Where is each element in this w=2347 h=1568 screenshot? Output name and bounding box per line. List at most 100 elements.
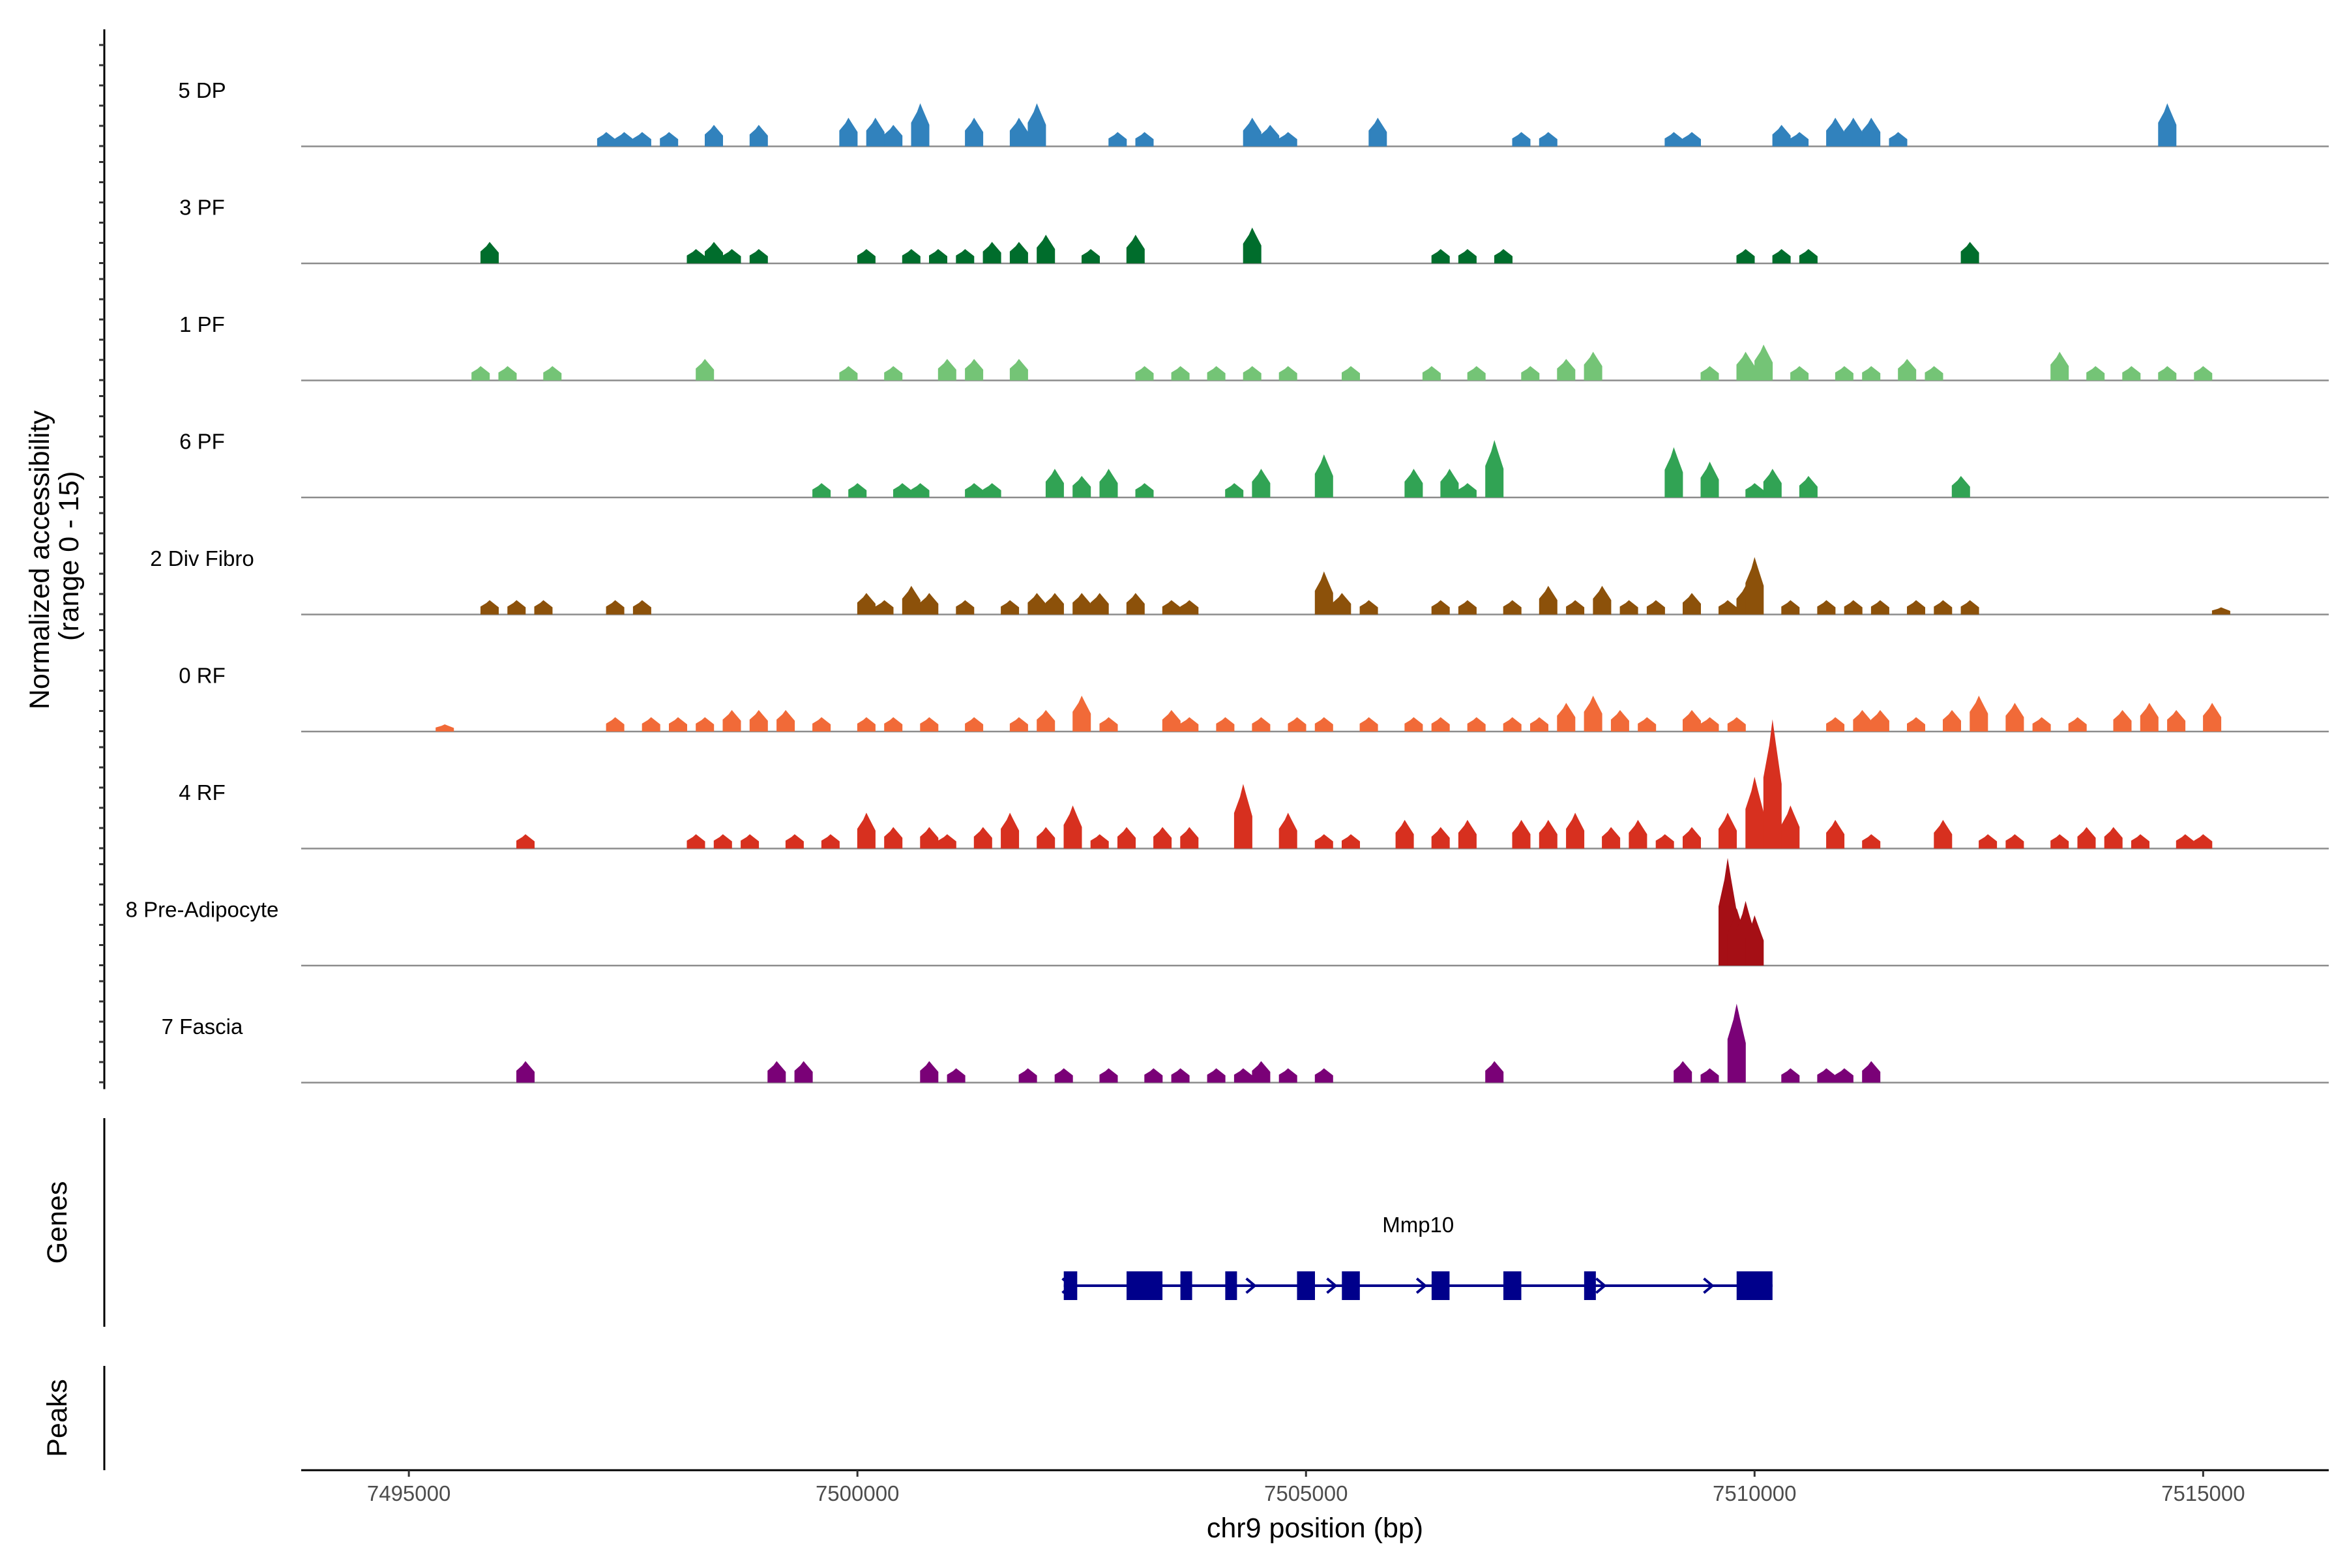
- coverage-peak: [1826, 717, 1845, 732]
- coverage-peak: [947, 1068, 966, 1083]
- genes-panel-label: Genes: [42, 1181, 73, 1264]
- coverage-peak: [1117, 827, 1136, 849]
- coverage-peak: [1683, 593, 1701, 615]
- coverage-peak: [2203, 703, 2222, 732]
- coverage-peak: [1440, 469, 1459, 497]
- coverage-peak: [1037, 710, 1055, 732]
- coverage-peak: [1844, 600, 1863, 615]
- coverage-peak: [1180, 827, 1199, 849]
- coverage-peak: [1629, 820, 1647, 849]
- coverage-peak: [1925, 366, 1943, 381]
- coverage-peak: [1700, 462, 1719, 497]
- coverage-peak: [1063, 805, 1082, 849]
- coverage-peak: [1826, 820, 1845, 849]
- gene-exon: [1225, 1271, 1237, 1300]
- coverage-peak: [1135, 132, 1154, 147]
- coverage-peak: [471, 366, 490, 381]
- coverage-peak: [982, 242, 1001, 263]
- coverage-peak: [857, 717, 876, 732]
- coverage-peak: [1314, 717, 1333, 732]
- peaks-panel-label: Peaks: [42, 1379, 73, 1457]
- coverage-peak: [1638, 717, 1657, 732]
- coverage-peak: [1009, 242, 1028, 263]
- coverage-peak: [2077, 827, 2096, 849]
- coverage-peak: [839, 117, 858, 147]
- coverage-peak: [2194, 366, 2213, 381]
- track-1-pf: 1 PF: [179, 312, 2329, 381]
- coverage-peak: [1655, 834, 1674, 849]
- coverage-peak: [1072, 476, 1091, 497]
- x-tick-label: 7510000: [1713, 1481, 1796, 1505]
- coverage-peak: [1503, 600, 1522, 615]
- x-axis-ticks: 7495000 7500000 7505000 7510000 7515000: [367, 1470, 2245, 1505]
- coverage-peak: [812, 483, 831, 497]
- track-3-pf: 3 PF: [179, 196, 2329, 265]
- track-label-2-div-fibro: 2 Div Fibro: [150, 546, 254, 570]
- coverage-peak: [1333, 593, 1351, 615]
- coverage-peak: [1135, 483, 1154, 497]
- coverage-peak: [1243, 366, 1262, 381]
- coverage-peak: [1772, 125, 1791, 147]
- coverage-peak: [1593, 585, 1612, 615]
- coverage-peak: [1485, 439, 1504, 497]
- coverage-peak: [1431, 717, 1450, 732]
- coverage-peak: [2050, 351, 2069, 381]
- coverage-peak: [1099, 1068, 1118, 1083]
- coverage-peak: [2104, 827, 2123, 849]
- track-label-4-rf: 4 RF: [179, 780, 226, 805]
- coverage-peak: [1278, 366, 1297, 381]
- coverage-peak: [1772, 249, 1791, 263]
- coverage-peak: [1754, 344, 1773, 381]
- coverage-peak: [705, 242, 723, 263]
- coverage-peak: [1745, 557, 1764, 615]
- coverage-peak: [2176, 834, 2194, 849]
- coverage-peak: [2158, 366, 2177, 381]
- coverage-peak: [1342, 366, 1360, 381]
- coverage-peak: [615, 132, 634, 147]
- coverage-peak: [1781, 805, 1800, 849]
- coverage-peak: [1745, 483, 1764, 497]
- coverage-peak: [884, 827, 903, 849]
- coverage-peak: [1314, 571, 1333, 615]
- x-axis-title: chr9 position (bp): [1207, 1513, 1423, 1544]
- coverage-peak: [1243, 228, 1262, 263]
- coverage-peak: [1314, 834, 1333, 849]
- coverage-peak: [1171, 1068, 1190, 1083]
- coverage-peak: [1072, 696, 1091, 732]
- track-7-fascia: 7 Fascia: [162, 1003, 2329, 1084]
- strand-arrow: [1703, 1277, 1715, 1294]
- coverage-peak: [1261, 125, 1280, 147]
- coverage-peak: [632, 132, 651, 147]
- coverage-peak: [696, 717, 715, 732]
- coverage-peak: [1404, 717, 1423, 732]
- coverage-peak: [1027, 103, 1046, 147]
- coverage-peak: [713, 834, 732, 849]
- coverage-peak: [516, 1061, 535, 1083]
- coverage-peak: [534, 600, 553, 615]
- coverage-peak: [1853, 710, 1872, 732]
- coverage-peak: [937, 359, 956, 381]
- coverage-peak: [1045, 469, 1064, 497]
- coverage-peak: [1781, 1068, 1800, 1083]
- coverage-peak: [2005, 703, 2024, 732]
- coverage-peak: [857, 812, 876, 849]
- coverage-peak: [2158, 103, 2177, 147]
- track-0-rf: 0 RF: [179, 664, 2329, 733]
- coverage-peak: [1037, 827, 1055, 849]
- coverage-peak: [902, 249, 921, 263]
- coverage-peak: [1683, 827, 1701, 849]
- coverage-peak: [498, 366, 517, 381]
- coverage-peak: [722, 710, 741, 732]
- coverage-peak: [956, 249, 975, 263]
- coverage-peak: [1745, 777, 1764, 849]
- coverage-peak: [1099, 717, 1118, 732]
- coverage-peak: [1252, 1061, 1271, 1083]
- coverage-peak: [1216, 717, 1235, 732]
- coverage-peak: [1539, 132, 1557, 147]
- coverage-peak: [1512, 820, 1531, 849]
- coverage-peak: [1862, 1061, 1881, 1083]
- coverage-peak: [965, 359, 984, 381]
- coverage-y-ticks: [99, 44, 104, 1084]
